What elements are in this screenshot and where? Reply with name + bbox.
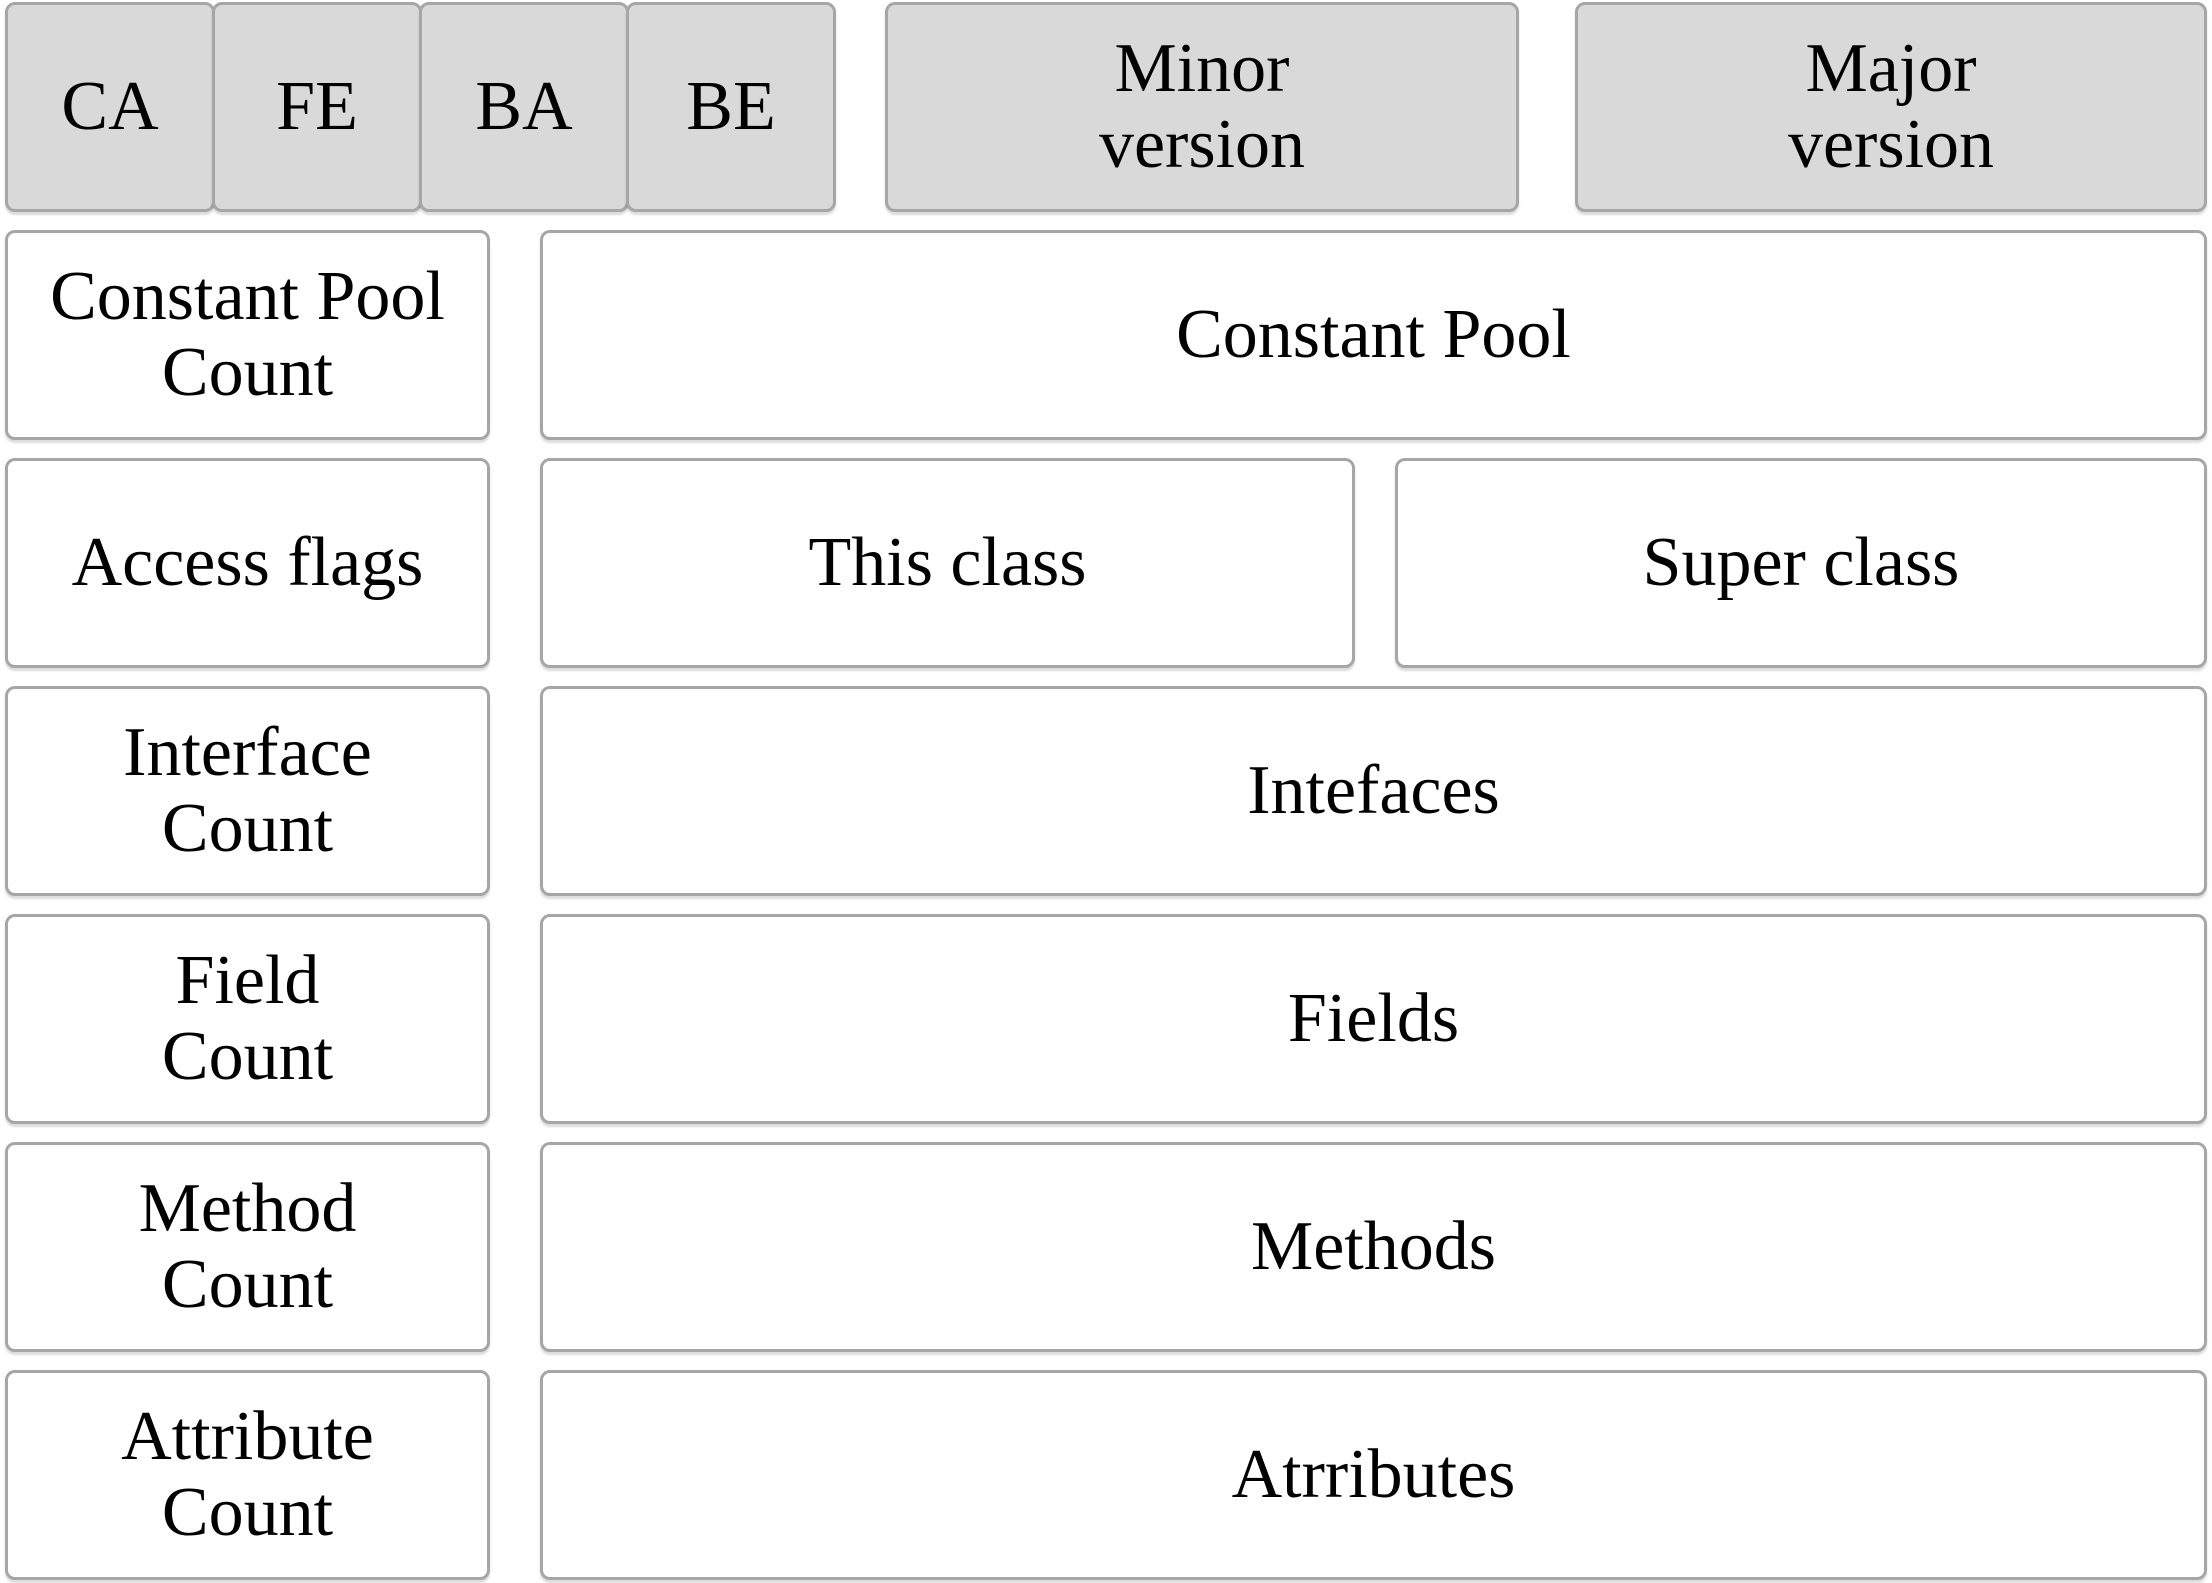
constant-pool-right-area: Constant Pool bbox=[540, 230, 2207, 440]
magic-bytes-group: CA FE BA BE bbox=[5, 2, 836, 212]
minor-version-box: Minor version bbox=[885, 2, 1519, 212]
attribute-count-box: Attribute Count bbox=[5, 1370, 490, 1580]
constant-pool-count-box: Constant Pool Count bbox=[5, 230, 490, 440]
interfaces-row: Interface Count Intefaces bbox=[5, 686, 2207, 896]
class-refs-right-area: This class Super class bbox=[540, 458, 2207, 668]
super-class-box: Super class bbox=[1395, 458, 2207, 668]
interfaces-box: Intefaces bbox=[540, 686, 2207, 896]
magic-byte-ca-box: CA bbox=[5, 2, 215, 212]
constant-pool-row: Constant Pool Count Constant Pool bbox=[5, 230, 2207, 440]
methods-box: Methods bbox=[540, 1142, 2207, 1352]
magic-byte-fe-box: FE bbox=[212, 2, 422, 212]
field-count-box: Field Count bbox=[5, 914, 490, 1124]
access-flags-box: Access flags bbox=[5, 458, 490, 668]
header-row: CA FE BA BE Minor version Major version bbox=[5, 2, 2207, 212]
constant-pool-box: Constant Pool bbox=[540, 230, 2207, 440]
attributes-right-area: Atrributes bbox=[540, 1370, 2207, 1580]
fields-box: Fields bbox=[540, 914, 2207, 1124]
magic-byte-be-box: BE bbox=[626, 2, 836, 212]
major-version-box: Major version bbox=[1575, 2, 2207, 212]
this-class-box: This class bbox=[540, 458, 1355, 668]
methods-row: Method Count Methods bbox=[5, 1142, 2207, 1352]
magic-byte-ba-box: BA bbox=[419, 2, 629, 212]
method-count-box: Method Count bbox=[5, 1142, 490, 1352]
interfaces-right-area: Intefaces bbox=[540, 686, 2207, 896]
fields-right-area: Fields bbox=[540, 914, 2207, 1124]
methods-right-area: Methods bbox=[540, 1142, 2207, 1352]
attributes-row: Attribute Count Atrributes bbox=[5, 1370, 2207, 1580]
interface-count-box: Interface Count bbox=[5, 686, 490, 896]
attributes-box: Atrributes bbox=[540, 1370, 2207, 1580]
fields-row: Field Count Fields bbox=[5, 914, 2207, 1124]
access-flags-row: Access flags This class Super class bbox=[5, 458, 2207, 668]
